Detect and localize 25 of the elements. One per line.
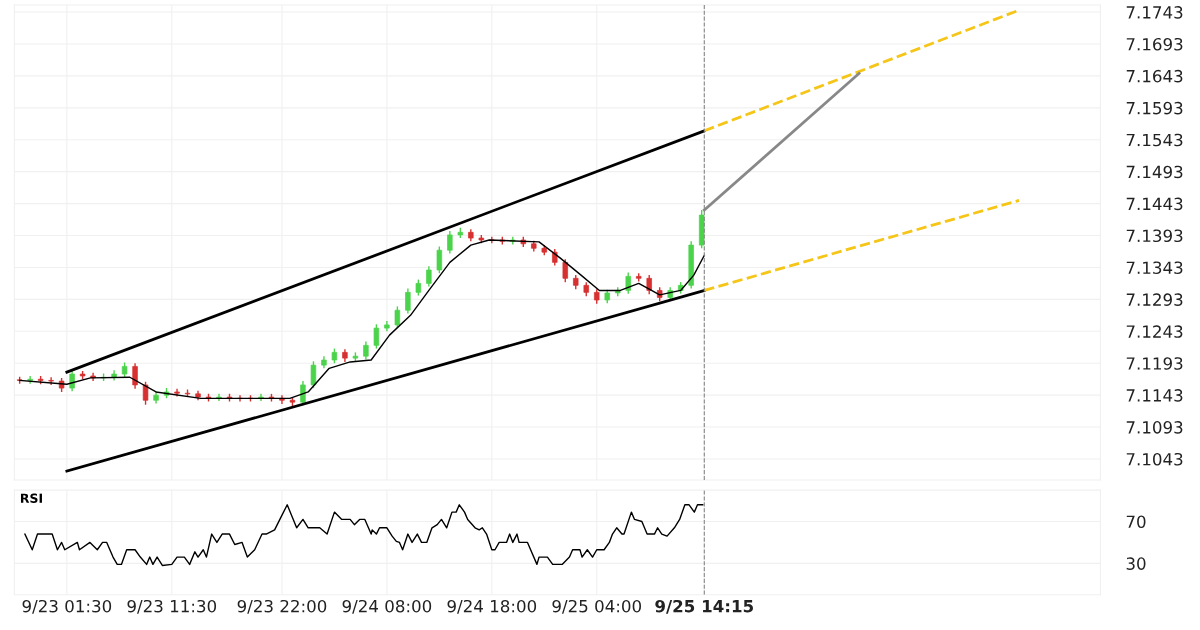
x-tick-label: 9/23 22:00 xyxy=(237,599,327,614)
x-tick-label: 9/23 01:30 xyxy=(22,599,112,614)
y-tick-label: 7.1593 xyxy=(1126,101,1183,115)
y-tick-label: 7.1043 xyxy=(1126,452,1183,466)
y-tick-label: 7.1743 xyxy=(1126,6,1183,19)
y-tick-label: 70 xyxy=(1126,515,1146,529)
y-tick-label: 7.1393 xyxy=(1126,229,1183,243)
y-tick-label: 7.1143 xyxy=(1126,389,1183,402)
y-tick-label: 7.1693 xyxy=(1126,37,1183,51)
x-tick-label: 9/24 08:00 xyxy=(342,599,432,614)
chart-title: RSI xyxy=(20,493,42,503)
y-tick-label: 7.1543 xyxy=(1126,133,1183,147)
y-tick-label: 30 xyxy=(1126,557,1146,570)
y-tick-label: 7.1643 xyxy=(1126,69,1183,83)
y-tick-label: 7.1293 xyxy=(1126,293,1183,306)
x-tick-label: 9/24 18:00 xyxy=(447,599,537,614)
x-tick-label: 9/25 04:00 xyxy=(552,599,642,614)
x-tick-label: 9/23 11:30 xyxy=(127,599,217,614)
y-tick-label: 7.1193 xyxy=(1126,357,1183,370)
y-tick-label: 7.1443 xyxy=(1126,197,1183,211)
y-tick-label: 7.1493 xyxy=(1126,165,1183,179)
x-tick-label: 9/25 14:15 xyxy=(655,599,753,614)
y-tick-label: 7.1093 xyxy=(1126,421,1183,434)
y-tick-label: 7.1343 xyxy=(1126,261,1183,275)
y-tick-label: 7.1243 xyxy=(1126,325,1183,338)
